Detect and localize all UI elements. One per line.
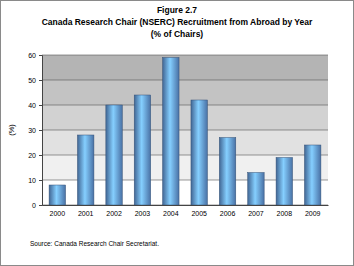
y-tick-label: 0 [32,202,36,209]
bar [248,173,264,206]
y-tick-label: 30 [28,127,36,134]
y-tick-mark [39,205,42,206]
x-tick-label: 2008 [277,210,293,217]
background-band [42,105,328,130]
x-tick-label: 2001 [78,210,94,217]
x-tick: 2006 [220,205,236,217]
grid [42,55,328,205]
y-tick-label: 40 [28,102,36,109]
subtitle: Canada Research Chair (NSERC) Recruitmen… [42,17,313,27]
y-tick-mark [39,80,42,81]
subtitle: (% of Chairs) [151,29,204,39]
y-tick: 60 [28,52,42,59]
x-tick-label: 2006 [220,210,236,217]
y-tick-mark [39,105,42,106]
y-tick: 40 [28,102,42,109]
x-tick-label: 2000 [50,210,66,217]
background-bands [42,55,328,205]
x-tick: 2009 [305,205,321,217]
x-axis-line [43,205,329,206]
bar [163,58,179,206]
x-tick: 2007 [248,205,264,217]
x-tick-label: 2004 [163,210,179,217]
bar [219,138,235,206]
y-tick: 0 [32,202,42,209]
x-tick: 2004 [163,205,179,217]
background-band [42,55,328,80]
x-tick: 2000 [50,205,66,217]
y-axis: 0 10 20 30 40 50 60 [28,52,42,209]
y-tick: 50 [28,77,42,84]
y-tick-mark [39,55,42,56]
y-tick-label: 60 [28,52,36,59]
x-tick: 2002 [106,205,122,217]
x-tick: 2001 [78,205,94,217]
chart: Figure 2.7 Canada Research Chair (NSERC) … [0,0,354,266]
grid-line [42,55,328,56]
x-tick: 2003 [135,205,151,217]
bar [276,158,292,206]
bar [304,145,320,205]
bar [49,185,65,205]
x-tick-label: 2003 [135,210,151,217]
bar [77,135,93,205]
plot: 0102030405060200020012002200320042005200… [28,52,328,217]
y-tick-label: 20 [28,152,36,159]
bar [106,105,122,205]
source-note: Source: Canada Research Chair Secretaria… [30,240,159,247]
bars [49,58,321,206]
y-tick: 10 [28,177,42,184]
y-tick: 30 [28,127,42,134]
y-tick-mark [39,180,42,181]
y-tick: 20 [28,152,42,159]
y-axis-line [39,56,43,206]
grid-line [42,130,328,131]
x-tick-label: 2002 [106,210,122,217]
x-axis: 2000 2001 2002 2003 2004 2005 2006 2007 2008 2009 [43,205,329,217]
x-tick-label: 2009 [305,210,321,217]
y-tick-label: 50 [28,77,36,84]
x-tick: 2008 [277,205,293,217]
figure-frame [1,1,354,266]
grid-line [42,105,328,106]
y-axis-title: (%) [7,124,16,136]
y-tick-label: 10 [28,177,36,184]
x-tick-label: 2007 [248,210,264,217]
x-tick: 2005 [191,205,207,217]
y-tick-mark [39,155,42,156]
bar [134,95,150,205]
title: Figure 2.7 [157,5,197,15]
bar [191,100,207,205]
background-band [42,80,328,105]
x-tick-label: 2005 [191,210,207,217]
grid-line [42,80,328,81]
y-tick-mark [39,130,42,131]
